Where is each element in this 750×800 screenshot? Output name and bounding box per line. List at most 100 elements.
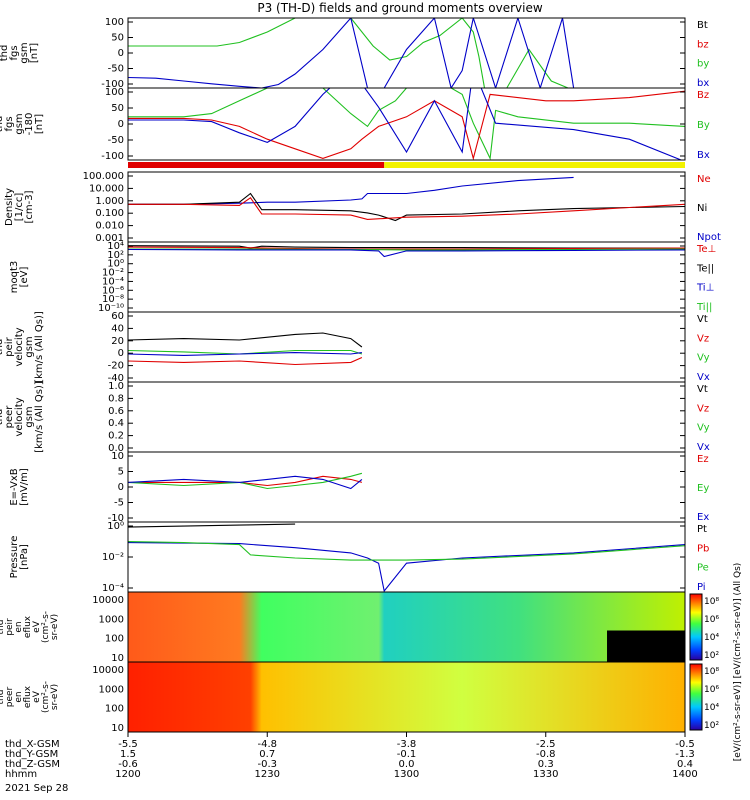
y-tick-label: 10000	[92, 665, 124, 676]
colorbar-tick: 10²	[704, 721, 719, 731]
legend-entry: bx	[697, 78, 709, 89]
axis-label-line: [nPa]	[19, 544, 30, 570]
y-tick-label: 0	[118, 119, 124, 130]
panel-frame	[127, 381, 686, 453]
footer-row-label: thd_Y-GSM	[5, 749, 58, 760]
chart-title: P3 (TH-D) fields and ground moments over…	[257, 1, 542, 15]
panel-frame	[127, 311, 686, 383]
legend-entry: By	[697, 120, 710, 131]
y-tick-label: -50	[108, 64, 124, 75]
panel-frame	[127, 451, 686, 523]
x-tick-label: 1200	[115, 769, 140, 780]
legend-entry: Ex	[697, 512, 709, 523]
legend-entry: Npot	[697, 232, 721, 243]
x-tick-label: 0.7	[259, 749, 275, 760]
axis-label-line: thd	[0, 339, 5, 356]
legend-entry: by	[697, 59, 709, 70]
axis-label: thdpeirvelocitygsm[km/s (All Qs)]	[0, 311, 45, 383]
axis-label: thdfgsgsm[nT]	[0, 42, 40, 63]
axis-label-line: gsm	[19, 42, 30, 63]
series-ey-line	[128, 472, 363, 490]
y-tick-label: 1.000	[95, 196, 124, 207]
legend-entry: Ti⊥	[696, 283, 714, 294]
axis-label-line: peir	[4, 336, 15, 356]
y-tick-label: 0	[118, 48, 124, 59]
axis-label-line: eflux	[23, 615, 33, 638]
y-tick-label: 1.0	[108, 381, 124, 392]
legend-entry: Te⊥	[696, 244, 716, 255]
y-tick-label: -100	[101, 79, 124, 90]
axis-label-line: [nT]	[34, 114, 45, 134]
axis-label-line: [nT]	[29, 43, 40, 63]
series-ez-line	[128, 475, 363, 487]
y-tick-label: -40	[108, 373, 124, 384]
y-tick-label: 100	[105, 17, 124, 28]
legend-entry: Ti||	[696, 302, 712, 313]
axis-label-line: peer	[4, 405, 15, 429]
axis-label-line: eflux	[23, 685, 33, 708]
y-tick-label: 10⁻²	[102, 552, 124, 563]
y-tick-label: -100	[101, 151, 124, 162]
series-pi-line	[128, 542, 685, 592]
x-tick-label: -5.5	[118, 739, 138, 750]
series-bz-line	[128, 90, 685, 160]
x-tick-label: 1300	[394, 769, 419, 780]
legend-entry: Pb	[697, 543, 709, 554]
axis-label-line: eV	[32, 690, 42, 703]
axis-label-line: thd	[0, 45, 10, 62]
legend-entry: Pt	[697, 524, 707, 535]
colorbar	[689, 663, 703, 731]
axis-label-line: thd	[0, 409, 5, 426]
axis-label-line: [1/cc]	[14, 193, 25, 222]
x-tick-label: 1230	[255, 769, 280, 780]
y-tick-label: 10.000	[89, 183, 124, 194]
y-tick-label: 50	[111, 103, 124, 114]
legend-entry: Pe	[697, 563, 709, 574]
axis-label-line: [km/s (All Qs)]	[34, 381, 45, 453]
y-tick-label: 0	[118, 482, 124, 493]
axis-label-line: sr-eV)	[50, 614, 60, 640]
series-vy-line	[128, 349, 363, 355]
axis-label-line: thd	[0, 690, 6, 705]
series-ex-line	[128, 475, 363, 490]
footer-row-label: thd_Z-GSM	[5, 759, 60, 770]
axis-label-line: eV	[32, 620, 42, 633]
y-tick-label: 0.010	[95, 221, 124, 232]
axis-label-line: en	[14, 691, 24, 702]
series-ti-line	[128, 248, 685, 258]
legend-entry: Ne	[697, 174, 711, 185]
y-tick-label: 100	[105, 634, 124, 645]
legend-entry: Vx	[697, 442, 710, 453]
axis-label-line: peer	[5, 686, 15, 707]
axis-label-line: [km/s (All Qs)]	[34, 311, 45, 383]
axis-label-line: E=-VxB	[9, 468, 20, 505]
colorbar-tick: 10⁶	[704, 615, 719, 625]
panel-frame	[127, 171, 686, 243]
series-pt-line	[128, 523, 296, 528]
axis-label-line: gsm	[24, 336, 35, 357]
y-tick-label: 1000	[99, 614, 124, 625]
y-tick-label: 0.8	[108, 393, 124, 404]
x-tick-label: -0.5	[675, 739, 695, 750]
y-tick-label: 0.0	[108, 443, 124, 454]
y-tick-label: 10⁻⁶	[102, 285, 124, 296]
footer-row-label: thd_X-GSM	[5, 739, 60, 750]
x-tick-label: -3.8	[397, 739, 417, 750]
x-tick-label: -0.1	[397, 749, 417, 760]
spectrogram-dropout	[607, 630, 685, 662]
y-tick-label: 10⁻¹⁰	[98, 303, 124, 314]
y-tick-label: -10	[108, 513, 124, 524]
colorbar-tick: 10⁸	[704, 667, 719, 677]
y-tick-label: 10²	[107, 250, 124, 261]
y-tick-label: 0	[118, 348, 124, 359]
y-tick-label: 0.6	[108, 406, 124, 417]
series-vx-line	[128, 352, 362, 356]
legend-entry: Ni	[697, 203, 707, 214]
y-tick-label: 1000	[99, 684, 124, 695]
axis-label-line: sr-eV)	[50, 684, 60, 710]
axis-label-line: fgs	[4, 116, 15, 131]
y-tick-label: 0.100	[95, 208, 124, 219]
axis-label-line: [eV]	[19, 267, 30, 288]
axis-label-line: Pressure	[9, 536, 20, 579]
x-tick-label: 1330	[533, 769, 558, 780]
